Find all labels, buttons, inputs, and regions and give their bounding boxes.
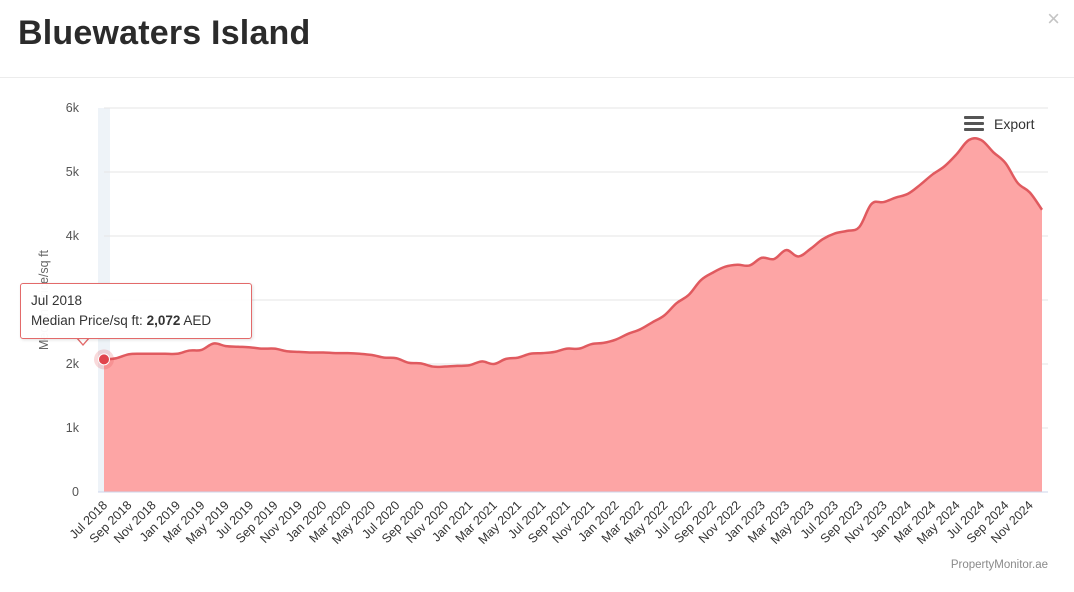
export-label: Export <box>994 116 1035 132</box>
credits-link[interactable]: PropertyMonitor.ae <box>950 559 1048 571</box>
export-button[interactable]: Export <box>964 112 1034 136</box>
chart-tooltip: Jul 2018 Median Price/sq ft: 2,072 AED <box>20 283 252 339</box>
y-tick-label: 5k <box>66 165 80 179</box>
tooltip-pointer-inner <box>77 337 89 344</box>
tooltip-line: Median Price/sq ft: 2,072 AED <box>31 310 241 332</box>
highlight-point <box>98 353 110 366</box>
menu-icon <box>964 116 984 132</box>
tooltip-value: 2,072 <box>146 313 181 328</box>
series-area <box>104 138 1042 492</box>
tooltip-series-label: Median Price/sq ft: <box>31 313 147 328</box>
y-tick-label: 2k <box>66 357 80 371</box>
close-icon[interactable]: × <box>1047 6 1060 31</box>
header: Bluewaters Island × <box>0 0 1074 78</box>
tooltip-date: Jul 2018 <box>31 293 83 308</box>
tooltip-unit: AED <box>180 313 212 328</box>
page-title: Bluewaters Island <box>18 14 311 52</box>
y-tick-label: 0 <box>72 485 79 499</box>
y-tick-label: 4k <box>66 229 80 243</box>
y-tick-label: 6k <box>66 101 80 115</box>
series-line <box>103 136 1044 369</box>
price-chart: 01k2k3k4k5k6kMedian Price/sq ftJul 2018S… <box>37 101 1048 547</box>
y-tick-label: 1k <box>66 421 80 435</box>
